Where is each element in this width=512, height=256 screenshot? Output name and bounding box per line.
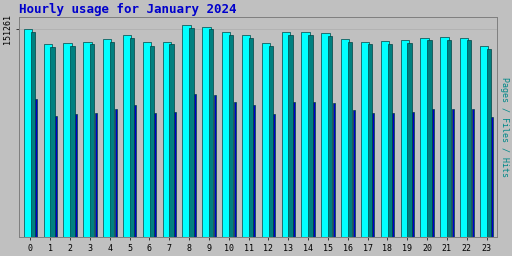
Bar — [75, 114, 77, 237]
Bar — [249, 38, 253, 237]
Bar — [427, 40, 432, 237]
Bar — [282, 32, 290, 237]
Text: Hourly usage for January 2024: Hourly usage for January 2024 — [19, 3, 237, 16]
Bar — [432, 109, 434, 237]
Bar — [135, 105, 136, 237]
Bar — [373, 113, 374, 237]
Bar — [163, 42, 171, 237]
Bar — [262, 43, 270, 237]
Bar — [348, 42, 352, 237]
Bar — [202, 27, 210, 237]
Bar — [341, 39, 350, 237]
Bar — [35, 99, 37, 237]
Bar — [143, 42, 151, 237]
Bar — [293, 102, 295, 237]
Bar — [322, 34, 330, 237]
Bar — [452, 109, 454, 237]
Bar — [229, 35, 233, 237]
Bar — [269, 46, 273, 237]
Bar — [460, 38, 468, 237]
Bar — [313, 102, 315, 237]
Bar — [401, 40, 409, 237]
Bar — [353, 110, 355, 237]
Bar — [194, 94, 196, 237]
Bar — [169, 44, 174, 237]
Bar — [70, 46, 75, 237]
Bar — [182, 25, 191, 237]
Bar — [103, 39, 112, 237]
Y-axis label: Pages / Files / Hits: Pages / Files / Hits — [500, 77, 509, 177]
Bar — [214, 95, 216, 237]
Bar — [44, 44, 52, 237]
Bar — [288, 35, 293, 237]
Bar — [487, 49, 491, 237]
Bar — [492, 117, 494, 237]
Bar — [302, 32, 310, 237]
Bar — [90, 44, 94, 237]
Bar — [273, 114, 275, 237]
Bar — [388, 44, 392, 237]
Bar — [209, 29, 214, 237]
Bar — [222, 32, 230, 237]
Bar — [328, 36, 332, 237]
Bar — [154, 113, 156, 237]
Bar — [123, 35, 131, 237]
Bar — [24, 29, 32, 237]
Bar — [381, 41, 389, 237]
Bar — [50, 47, 55, 237]
Bar — [420, 38, 429, 237]
Bar — [480, 46, 488, 237]
Bar — [63, 43, 72, 237]
Bar — [361, 42, 369, 237]
Bar — [31, 32, 35, 237]
Bar — [368, 44, 372, 237]
Bar — [110, 42, 114, 237]
Bar — [308, 35, 313, 237]
Bar — [440, 37, 449, 237]
Bar — [392, 113, 394, 237]
Bar — [412, 112, 414, 237]
Bar — [447, 40, 452, 237]
Bar — [55, 116, 57, 237]
Bar — [472, 109, 474, 237]
Bar — [83, 42, 92, 237]
Bar — [115, 109, 117, 237]
Bar — [150, 46, 154, 237]
Bar — [333, 103, 335, 237]
Bar — [95, 113, 97, 237]
Bar — [253, 105, 255, 237]
Bar — [189, 28, 194, 237]
Bar — [408, 43, 412, 237]
Bar — [242, 35, 250, 237]
Bar — [467, 40, 471, 237]
Bar — [130, 38, 134, 237]
Bar — [174, 112, 176, 237]
Bar — [233, 102, 236, 237]
